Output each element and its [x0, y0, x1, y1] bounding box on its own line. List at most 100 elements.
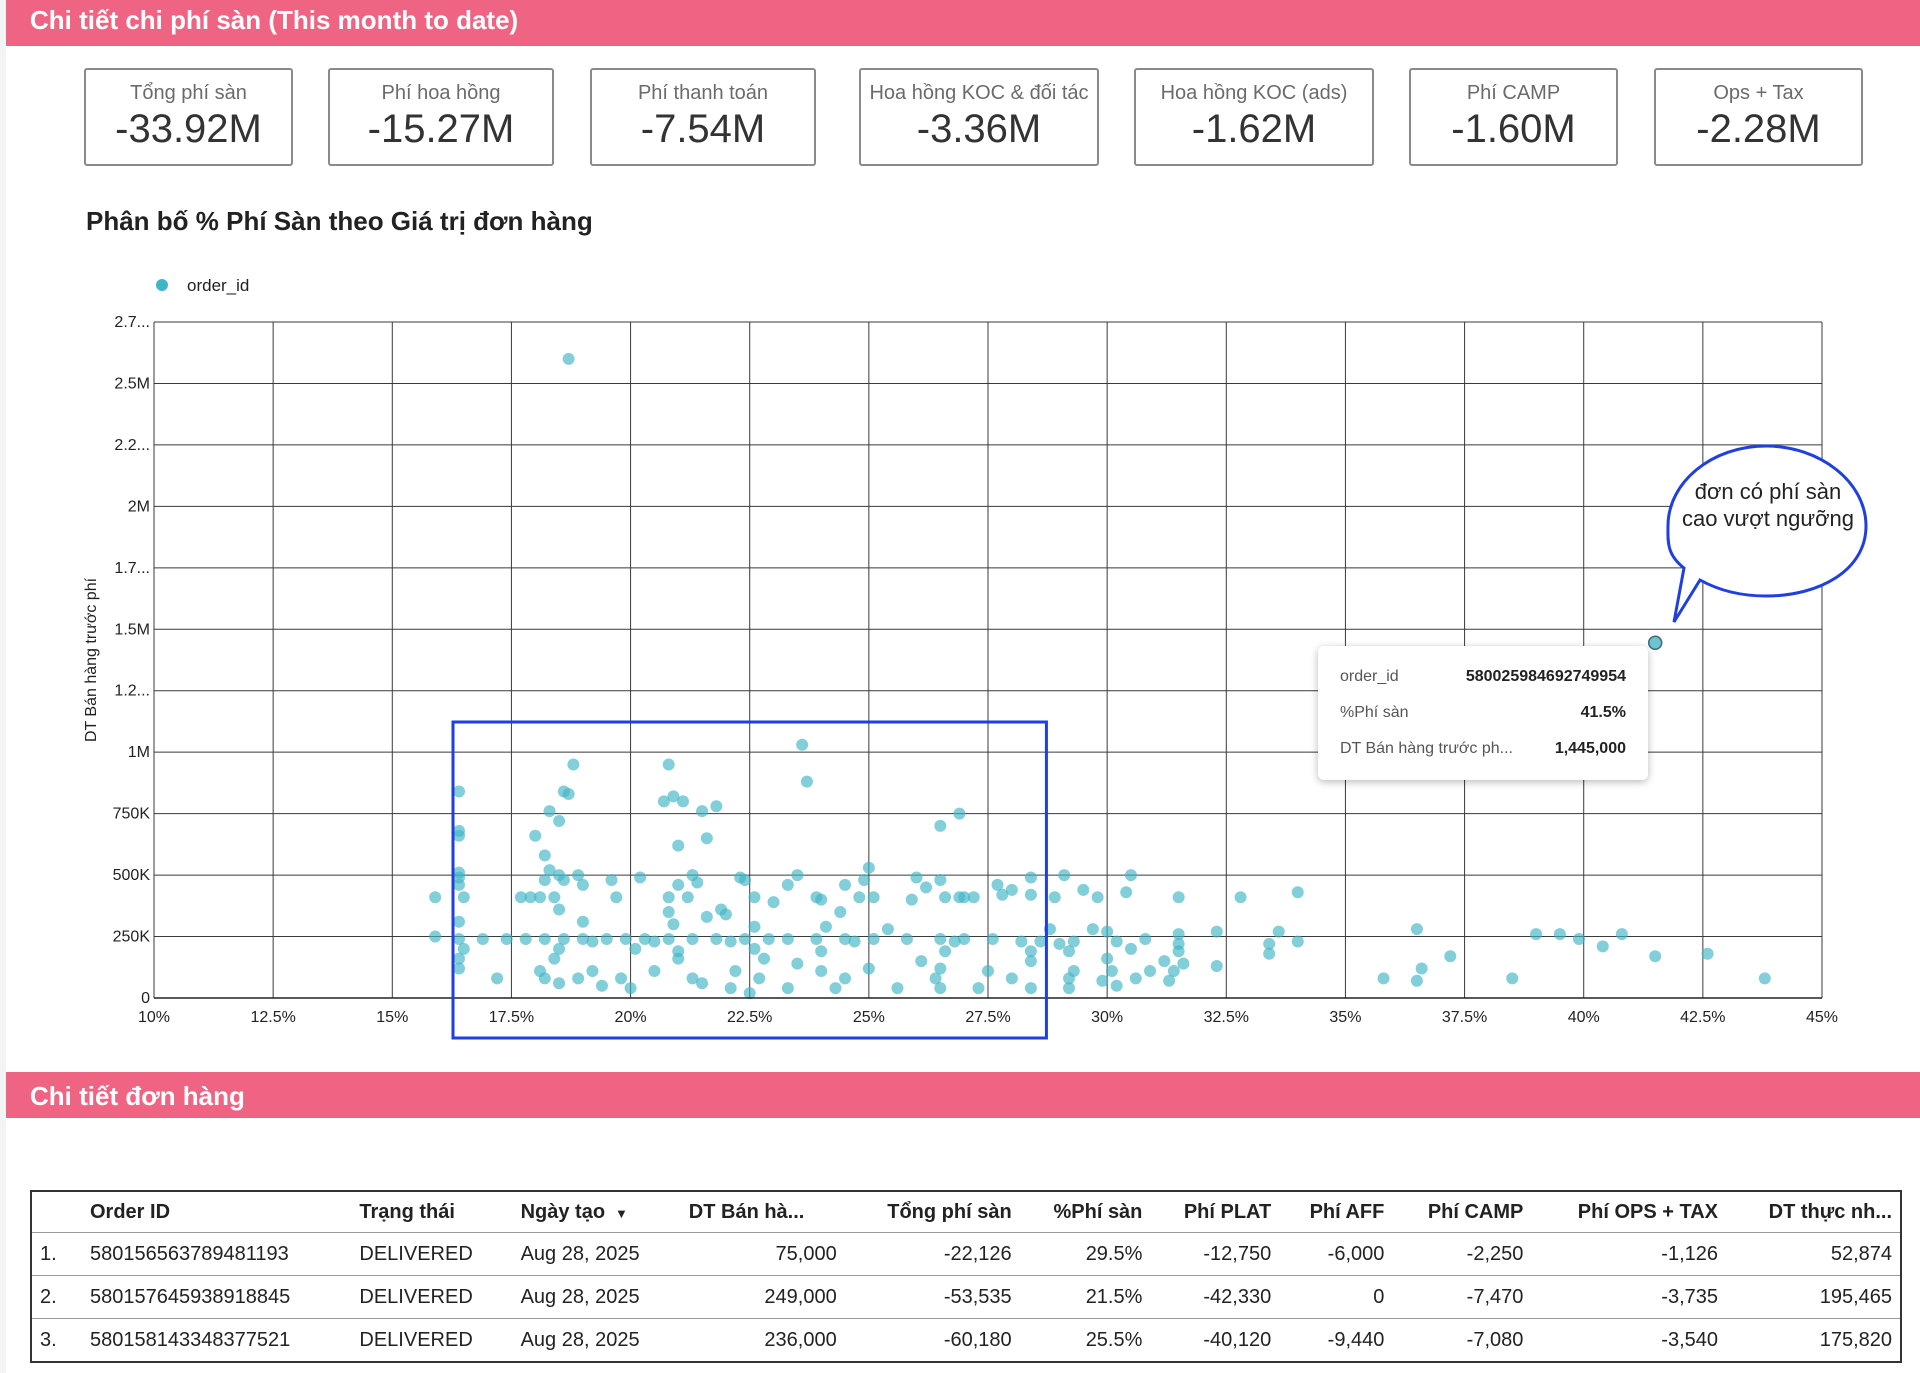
- data-point[interactable]: [634, 871, 647, 884]
- data-point[interactable]: [586, 935, 599, 948]
- table-row[interactable]: 1. 580156563789481193 DELIVERED Aug 28, …: [31, 1232, 1901, 1276]
- data-point[interactable]: [1034, 935, 1047, 948]
- data-point[interactable]: [638, 933, 651, 946]
- data-point[interactable]: [934, 933, 947, 946]
- data-point[interactable]: [1101, 952, 1114, 965]
- kpi-card-total-fee[interactable]: Tổng phí sàn -33.92M: [84, 68, 293, 166]
- data-point[interactable]: [867, 933, 880, 946]
- data-point[interactable]: [939, 945, 952, 958]
- data-point[interactable]: [1163, 974, 1176, 987]
- data-point[interactable]: [1210, 925, 1223, 938]
- data-point[interactable]: [748, 942, 761, 955]
- data-point[interactable]: [672, 839, 685, 852]
- data-point[interactable]: [572, 869, 585, 882]
- data-point[interactable]: [1144, 964, 1157, 977]
- data-point[interactable]: [453, 829, 466, 842]
- data-point[interactable]: [710, 800, 723, 813]
- data-point[interactable]: [791, 869, 804, 882]
- data-point[interactable]: [881, 923, 894, 936]
- sort-desc-icon[interactable]: ▼: [615, 1205, 628, 1221]
- data-point[interactable]: [758, 952, 771, 965]
- data-point[interactable]: [810, 933, 823, 946]
- data-point[interactable]: [529, 829, 542, 842]
- data-point[interactable]: [557, 874, 570, 887]
- data-point[interactable]: [738, 874, 751, 887]
- data-point[interactable]: [453, 933, 466, 946]
- data-point[interactable]: [672, 952, 685, 965]
- data-point[interactable]: [1272, 925, 1285, 938]
- data-point[interactable]: [986, 933, 999, 946]
- data-point[interactable]: [1105, 964, 1118, 977]
- data-point[interactable]: [662, 758, 675, 771]
- data-point[interactable]: [576, 878, 589, 891]
- data-point[interactable]: [624, 982, 637, 995]
- data-point[interactable]: [457, 891, 470, 904]
- data-point[interactable]: [848, 935, 861, 948]
- data-point[interactable]: [1177, 957, 1190, 970]
- data-point[interactable]: [686, 972, 699, 985]
- data-point[interactable]: [610, 891, 623, 904]
- data-point[interactable]: [1063, 972, 1076, 985]
- data-point[interactable]: [567, 758, 580, 771]
- data-point[interactable]: [1377, 972, 1390, 985]
- data-point[interactable]: [796, 738, 809, 751]
- data-point[interactable]: [667, 918, 680, 931]
- data-point[interactable]: [1506, 972, 1519, 985]
- data-point[interactable]: [1096, 974, 1109, 987]
- highlighted-data-point[interactable]: [1647, 635, 1663, 651]
- data-point[interactable]: [915, 955, 928, 968]
- data-point[interactable]: [1124, 869, 1137, 882]
- data-point[interactable]: [700, 910, 713, 923]
- data-point[interactable]: [548, 952, 561, 965]
- data-point[interactable]: [605, 874, 618, 887]
- data-point[interactable]: [1701, 947, 1714, 960]
- data-point[interactable]: [953, 807, 966, 820]
- data-point[interactable]: [1015, 935, 1028, 948]
- data-point[interactable]: [781, 982, 794, 995]
- data-point[interactable]: [453, 952, 466, 965]
- data-point[interactable]: [719, 908, 732, 921]
- data-point[interactable]: [538, 972, 551, 985]
- data-point[interactable]: [1110, 979, 1123, 992]
- data-point[interactable]: [562, 787, 575, 800]
- col-header-status[interactable]: Trạng thái: [359, 1200, 455, 1223]
- data-point[interactable]: [662, 891, 675, 904]
- data-point[interactable]: [972, 982, 985, 995]
- kpi-card-payment-fee[interactable]: Phí thanh toán -7.54M: [590, 68, 816, 166]
- data-point[interactable]: [519, 933, 532, 946]
- data-point[interactable]: [1158, 955, 1171, 968]
- data-point[interactable]: [1124, 942, 1137, 955]
- data-point[interactable]: [672, 878, 685, 891]
- data-point[interactable]: [667, 790, 680, 803]
- data-point[interactable]: [553, 977, 566, 990]
- data-point[interactable]: [1024, 955, 1037, 968]
- data-point[interactable]: [1291, 935, 1304, 948]
- data-point[interactable]: [858, 874, 871, 887]
- data-point[interactable]: [1024, 888, 1037, 901]
- data-point[interactable]: [514, 891, 527, 904]
- data-point[interactable]: [562, 352, 575, 365]
- data-point[interactable]: [1048, 891, 1061, 904]
- col-header-camp-fee[interactable]: Phí CAMP: [1427, 1200, 1524, 1223]
- data-point[interactable]: [982, 964, 994, 977]
- data-point[interactable]: [929, 972, 942, 985]
- data-point[interactable]: [900, 933, 913, 946]
- data-point[interactable]: [453, 915, 466, 928]
- data-point[interactable]: [1139, 933, 1152, 946]
- col-header-net-revenue[interactable]: DT thực nh...: [1768, 1200, 1892, 1223]
- data-point[interactable]: [662, 933, 675, 946]
- data-point[interactable]: [576, 915, 589, 928]
- data-point[interactable]: [891, 982, 904, 995]
- data-point[interactable]: [1110, 935, 1123, 948]
- data-point[interactable]: [781, 933, 794, 946]
- data-point[interactable]: [738, 933, 751, 946]
- data-point[interactable]: [1615, 928, 1628, 941]
- data-point[interactable]: [781, 878, 794, 891]
- data-point[interactable]: [934, 982, 947, 995]
- data-point[interactable]: [1005, 883, 1018, 896]
- data-point[interactable]: [934, 874, 947, 887]
- data-point[interactable]: [1530, 928, 1543, 941]
- data-point[interactable]: [543, 864, 556, 877]
- data-point[interactable]: [1553, 928, 1566, 941]
- data-point[interactable]: [829, 982, 842, 995]
